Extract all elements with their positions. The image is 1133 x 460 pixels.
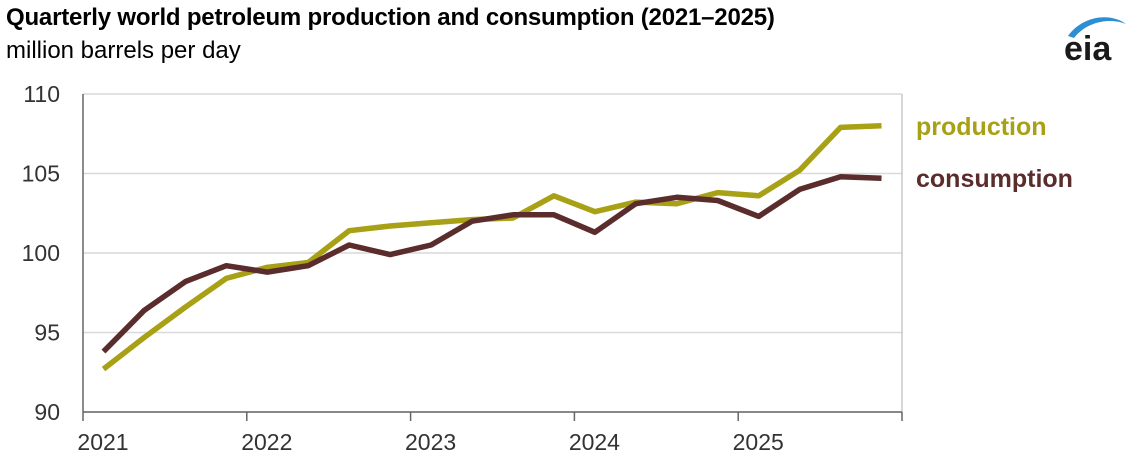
axis-labels: 90 95 100 105 110 2021 2022 2023 2024 2025 — [22, 81, 784, 455]
x-tick-label-2023: 2023 — [405, 429, 456, 455]
eia-logo-swoosh — [1068, 17, 1126, 38]
chart-subtitle: million barrels per day — [6, 37, 241, 64]
grid-lines — [83, 93, 902, 413]
legend-label-consumption: consumption — [916, 165, 1073, 193]
y-tick-label-110: 110 — [23, 81, 60, 107]
x-tick-label-2025: 2025 — [733, 429, 784, 455]
y-tick-label-95: 95 — [34, 320, 60, 346]
x-tick-label-2021: 2021 — [77, 429, 128, 455]
series-lines — [101, 123, 882, 372]
chart-title: Quarterly world petroleum production and… — [6, 4, 775, 31]
axes — [82, 94, 903, 421]
x-tick-label-2024: 2024 — [569, 429, 620, 455]
y-tick-label-90: 90 — [34, 399, 60, 425]
x-tick-label-2022: 2022 — [241, 429, 292, 455]
eia-logo-text: eia — [1064, 30, 1112, 64]
series-line-consumption — [101, 173, 882, 354]
y-tick-label-100: 100 — [22, 240, 60, 266]
y-tick-label-105: 105 — [22, 161, 60, 187]
legend-label-production: production — [916, 113, 1047, 141]
eia-logo: eia — [1064, 17, 1126, 64]
legend: production consumption — [916, 113, 1073, 193]
